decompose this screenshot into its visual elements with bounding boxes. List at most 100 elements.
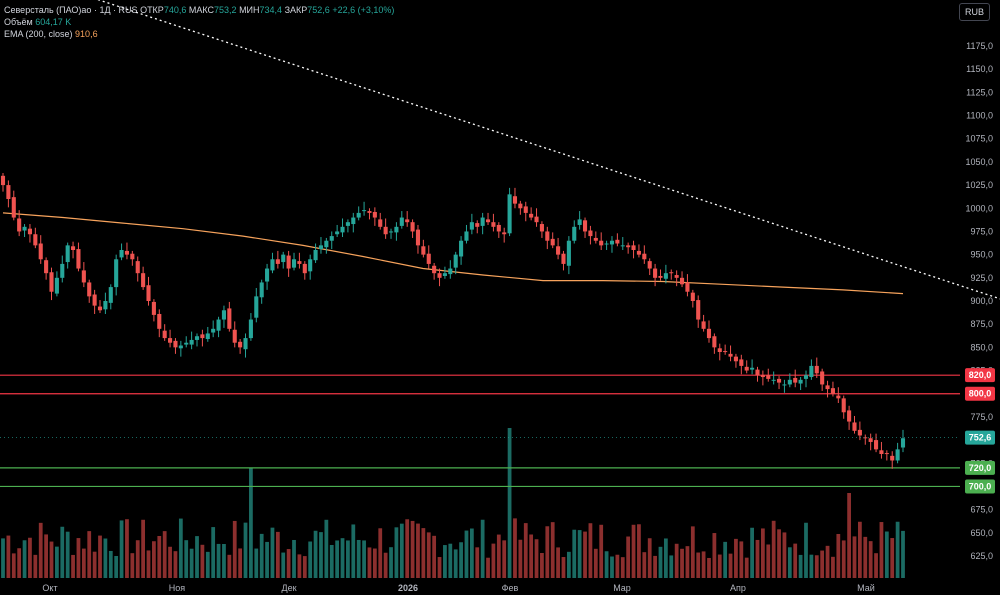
volume-bar	[125, 519, 129, 578]
volume-bar	[717, 554, 722, 578]
candle-body	[545, 231, 550, 241]
volume-bar	[389, 547, 393, 578]
candle-body	[857, 429, 862, 436]
candle-body	[335, 231, 340, 235]
candle-body	[642, 253, 647, 260]
volume-bar	[141, 519, 146, 578]
candle-body	[685, 282, 690, 292]
volume-bar	[674, 543, 679, 578]
volume-bar	[734, 538, 738, 578]
symbol-label[interactable]: Северсталь (ПАО)ао · 1Д · RUS	[4, 5, 138, 15]
candle-body	[874, 440, 879, 450]
trendline[interactable]	[97, 0, 1000, 388]
volume-bar	[884, 531, 889, 578]
volume-bar	[28, 537, 32, 578]
volume-bar	[378, 528, 383, 578]
candle-body	[485, 219, 491, 223]
volume-bar	[76, 538, 81, 578]
price-tag-820,0[interactable]	[965, 368, 995, 383]
candle-body	[556, 246, 561, 255]
volume-bar	[895, 521, 900, 578]
candle-body	[890, 455, 895, 461]
volume-bar	[286, 549, 291, 578]
candle-body	[378, 219, 383, 227]
candle-body	[415, 229, 421, 246]
candle-body	[130, 253, 135, 260]
volume-bar	[222, 543, 226, 578]
volume-bar	[545, 526, 550, 578]
candle-body	[728, 353, 733, 357]
volume-bar	[760, 528, 765, 578]
candle-body	[54, 277, 59, 294]
candle-body	[351, 217, 356, 225]
candle-body	[11, 197, 16, 218]
candle-body	[523, 206, 528, 213]
volume-bar	[593, 548, 598, 578]
candle-body	[27, 228, 32, 235]
candle-body	[550, 238, 555, 246]
candle-body	[243, 338, 248, 350]
candle-body	[453, 254, 458, 268]
volume-bar	[49, 541, 54, 578]
volume-bar	[410, 520, 415, 578]
volume-bar	[211, 527, 216, 578]
candle-body	[426, 253, 431, 264]
candle-body	[108, 287, 113, 303]
last-price-tag[interactable]	[965, 430, 995, 445]
volume-bar	[777, 529, 781, 578]
volume-bar	[232, 520, 237, 578]
price-tag-720,0[interactable]	[965, 460, 995, 475]
candle-body	[200, 334, 205, 339]
volume-bar	[329, 545, 334, 578]
volume-bar	[707, 557, 711, 578]
candle-body	[647, 261, 652, 269]
volume-bar	[744, 557, 749, 578]
candle-body	[534, 216, 539, 223]
volume-bar	[98, 535, 102, 578]
volume-bar	[275, 531, 280, 578]
volume-bar	[868, 541, 873, 578]
low-value: 734,4	[259, 5, 283, 15]
volume-bar	[60, 526, 65, 578]
candle-body	[135, 261, 140, 274]
volume-bar	[523, 523, 528, 578]
price-tag-800,0[interactable]	[965, 386, 995, 401]
volume-bar	[814, 555, 819, 578]
candle-body	[561, 253, 566, 264]
volume-bar	[119, 520, 124, 578]
candle-body	[782, 384, 787, 386]
volume-bar	[184, 540, 189, 578]
volume-bar	[157, 535, 162, 578]
candle-body	[674, 275, 679, 278]
y-axis-tick-label: 625,0	[970, 551, 993, 561]
volume-bar	[426, 532, 431, 578]
volume-bar	[216, 543, 221, 578]
candle-body	[22, 226, 27, 231]
volume-bar	[173, 551, 178, 578]
candle-body	[194, 336, 200, 340]
volume-row[interactable]: Объём 604,17 K	[4, 16, 394, 28]
candle-body	[184, 342, 189, 345]
candle-body	[868, 438, 873, 442]
close-value: 752,6	[307, 5, 330, 15]
volume-bar	[200, 544, 205, 578]
candle-body	[825, 385, 830, 390]
candle-body	[566, 240, 571, 266]
candle-body	[248, 319, 253, 339]
candle-body	[383, 226, 388, 235]
candle-body	[577, 219, 582, 225]
candle-body	[809, 365, 814, 378]
candle-body	[76, 249, 81, 269]
currency-button[interactable]: RUB	[958, 3, 990, 21]
candle-body	[502, 232, 507, 235]
candle-body	[830, 388, 835, 394]
ema-line[interactable]	[2, 212, 904, 295]
volume-bar	[238, 548, 243, 578]
volume-bar	[755, 539, 760, 578]
price-tag-700,0[interactable]	[965, 479, 995, 494]
volume-bar	[626, 536, 631, 578]
volume-bar	[178, 518, 183, 578]
volume-bar	[469, 528, 474, 578]
ema-row[interactable]: EMA (200, close) 910,6	[4, 28, 394, 40]
